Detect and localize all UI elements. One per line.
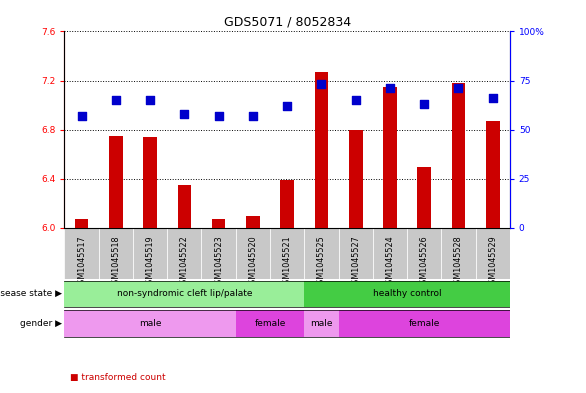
Bar — [64, 228, 98, 279]
Point — [111, 97, 121, 103]
Bar — [178, 185, 191, 228]
Text: non-syndromic cleft lip/palate: non-syndromic cleft lip/palate — [117, 289, 252, 298]
Bar — [64, 310, 236, 336]
Bar — [202, 228, 236, 279]
Bar — [236, 228, 270, 279]
Point — [488, 95, 498, 101]
Text: GSM1045529: GSM1045529 — [488, 235, 497, 289]
Text: healthy control: healthy control — [373, 289, 441, 298]
Text: GSM1045524: GSM1045524 — [386, 235, 394, 289]
Bar — [339, 228, 373, 279]
Text: GSM1045517: GSM1045517 — [77, 235, 86, 289]
Text: GSM1045528: GSM1045528 — [454, 235, 463, 289]
Bar — [246, 216, 260, 228]
Point — [214, 113, 223, 119]
Bar — [280, 180, 294, 228]
Text: GSM1045523: GSM1045523 — [214, 235, 223, 289]
Bar — [417, 167, 431, 228]
Point — [180, 111, 189, 117]
Bar — [143, 137, 157, 228]
Text: GSM1045518: GSM1045518 — [111, 235, 120, 289]
Text: ■ transformed count: ■ transformed count — [70, 373, 166, 382]
Point — [316, 81, 326, 88]
Text: disease state ▶: disease state ▶ — [0, 289, 62, 298]
Bar — [476, 228, 510, 279]
Bar — [383, 87, 397, 228]
Text: GSM1045520: GSM1045520 — [248, 235, 257, 289]
Bar — [407, 228, 441, 279]
Bar — [304, 310, 339, 336]
Text: GSM1045519: GSM1045519 — [145, 235, 155, 289]
Bar — [75, 219, 88, 228]
Bar — [64, 281, 304, 307]
Bar — [98, 228, 133, 279]
Text: male: male — [139, 319, 161, 328]
Point — [385, 85, 394, 92]
Bar — [304, 281, 510, 307]
Bar — [315, 72, 328, 228]
Text: female: female — [408, 319, 440, 328]
Point — [282, 103, 292, 109]
Bar — [109, 136, 122, 228]
Bar — [236, 310, 304, 336]
Point — [77, 113, 86, 119]
Bar — [270, 228, 304, 279]
Bar — [452, 83, 465, 228]
Text: GSM1045522: GSM1045522 — [180, 235, 189, 289]
Point — [454, 85, 463, 92]
Text: female: female — [254, 319, 286, 328]
Point — [145, 97, 155, 103]
Text: GSM1045527: GSM1045527 — [351, 235, 360, 289]
Bar — [212, 219, 226, 228]
Point — [351, 97, 360, 103]
Text: GSM1045526: GSM1045526 — [420, 235, 429, 289]
Bar — [167, 228, 202, 279]
Bar — [349, 130, 363, 228]
Title: GDS5071 / 8052834: GDS5071 / 8052834 — [224, 16, 350, 29]
Bar — [441, 228, 476, 279]
Text: GSM1045525: GSM1045525 — [317, 235, 326, 289]
Text: GSM1045521: GSM1045521 — [282, 235, 292, 289]
Bar — [373, 228, 407, 279]
Text: gender ▶: gender ▶ — [19, 319, 62, 328]
Text: male: male — [310, 319, 333, 328]
Bar — [133, 228, 167, 279]
Point — [420, 101, 429, 107]
Bar — [486, 121, 499, 228]
Point — [248, 113, 258, 119]
Bar — [339, 310, 510, 336]
Bar — [304, 228, 339, 279]
